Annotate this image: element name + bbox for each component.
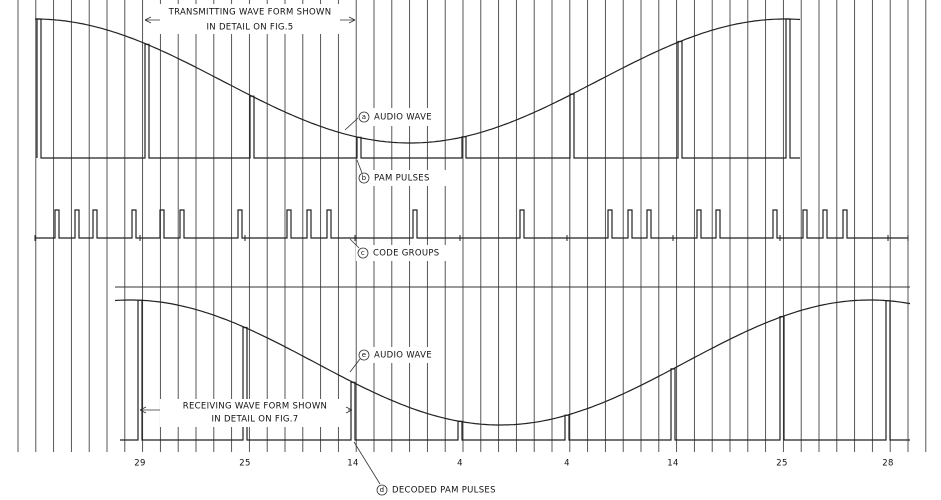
label-bg [356,245,452,261]
pulse-number: 14 [667,459,678,469]
pulse-number: 29 [134,459,145,469]
waveforms [34,18,911,441]
label-bg [357,108,437,126]
label-text: CODE GROUPS [373,249,439,259]
decoded-pulses [120,299,910,441]
label-bg [357,170,447,186]
label: e AUDIO WAVE [349,347,437,373]
label-text: PAM PULSES [374,174,430,184]
letter-circle [376,484,388,496]
pulse-number: 25 [776,459,787,469]
grid [17,0,927,452]
note-line: RECEIVING WAVE FORM SHOWN [183,402,327,412]
letter-circle [358,349,370,361]
leader [353,441,381,485]
label-bg [374,482,524,498]
pulse-number: 4 [564,459,570,469]
label-letter: e [362,351,367,359]
leader [344,117,359,131]
code-groups [35,209,908,239]
bracket [139,406,353,414]
audio-wave [35,18,801,144]
note-bg [150,4,350,34]
label-text: AUDIO WAVE [374,351,432,361]
label: b PAM PULSES [356,159,447,186]
leader [349,238,360,249]
pulse-number: 4 [457,459,463,469]
label-letter: c [361,249,365,257]
leader [349,358,361,373]
note-bg [160,399,348,427]
label-letter: b [362,174,367,182]
pam-pulses [36,18,800,159]
label-letter: a [362,113,367,121]
label-text: DECODED PAM PULSES [392,486,496,496]
bracket [144,16,356,24]
label-letter: d [380,486,385,494]
label: a AUDIO WAVE [344,108,437,131]
label: c CODE GROUPS [349,238,452,261]
letter-circle [358,172,370,184]
letter-circle [358,111,370,123]
pulse-number: 14 [347,459,358,469]
label-text: AUDIO WAVE [374,113,432,123]
pulse-number: 28 [882,459,893,469]
pulse-numbers: 29 25 14 4 4 14 25 28 [134,459,893,469]
pulse-number: 25 [239,459,250,469]
note-line: IN DETAIL ON FIG.5 [206,23,293,33]
letter-circle [357,247,369,259]
note-line: TRANSMITTING WAVE FORM SHOWN [168,8,332,18]
label-bg [357,347,437,363]
label: d DECODED PAM PULSES [353,441,524,498]
note-line: IN DETAIL ON FIG.7 [211,415,298,425]
leader [356,159,363,174]
